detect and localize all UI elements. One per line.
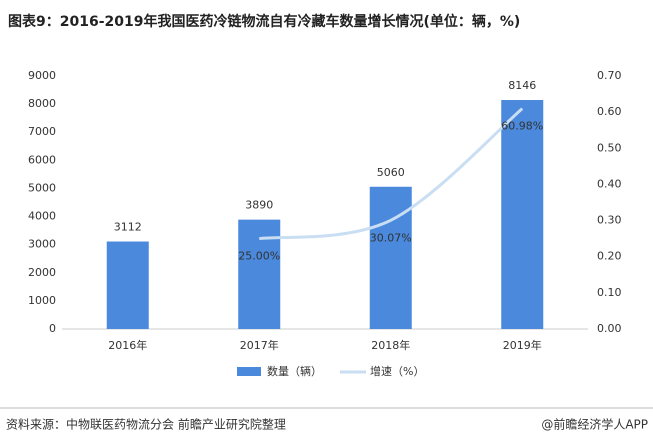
line-label: 30.07% (370, 231, 412, 244)
y-tick-label: 9000 (28, 69, 56, 82)
source: 资料来源：中物联医药物流分会 前瞻产业研究院整理 (6, 417, 286, 432)
bar (501, 100, 544, 329)
y-tick-label: 3000 (28, 238, 56, 251)
line (259, 107, 524, 241)
bar (369, 186, 412, 329)
y2-tick-label: 0.70 (597, 69, 622, 82)
y2-tick-label: 0.10 (597, 286, 622, 299)
bar-label: 3890 (245, 199, 273, 212)
legend-swatch (237, 367, 261, 376)
x-tick-label: 2016年 (108, 338, 147, 352)
x-tick-label: 2018年 (371, 338, 410, 352)
credit: @前瞻经济学人APP (541, 417, 648, 432)
y-tick-label: 5000 (28, 181, 56, 194)
bar-label: 5060 (377, 166, 405, 179)
y-tick-label: 1000 (28, 294, 56, 307)
x-tick-label: 2019年 (503, 338, 542, 352)
y2-tick-label: 0.00 (597, 322, 622, 335)
y-tick-label: 0 (49, 322, 56, 335)
y2-tick-label: 0.30 (597, 214, 622, 227)
y2-tick-label: 0.20 (597, 250, 622, 263)
line-label: 60.98% (501, 120, 543, 133)
legend-label: 增速（%） (370, 364, 424, 378)
x-tick-label: 2017年 (240, 338, 279, 352)
chart-title: 图表9：2016-2019年我国医药冷链物流自有冷藏车数量增长情况(单位：辆，%… (8, 13, 520, 30)
y2-tick-label: 0.40 (597, 177, 622, 190)
bar-label: 3112 (114, 221, 142, 234)
y2-tick-label: 0.50 (597, 141, 622, 154)
bar (106, 241, 149, 329)
y-tick-label: 4000 (28, 210, 56, 223)
y-tick-label: 7000 (28, 125, 56, 138)
bar-label: 8146 (508, 79, 536, 92)
bar (238, 219, 281, 329)
y-tick-label: 8000 (28, 97, 56, 110)
line-label: 25.00% (238, 250, 280, 263)
y-tick-label: 2000 (28, 266, 56, 279)
legend-label: 数量（辆） (267, 364, 322, 378)
y2-tick-label: 0.60 (597, 105, 622, 118)
y-tick-label: 6000 (28, 153, 56, 166)
